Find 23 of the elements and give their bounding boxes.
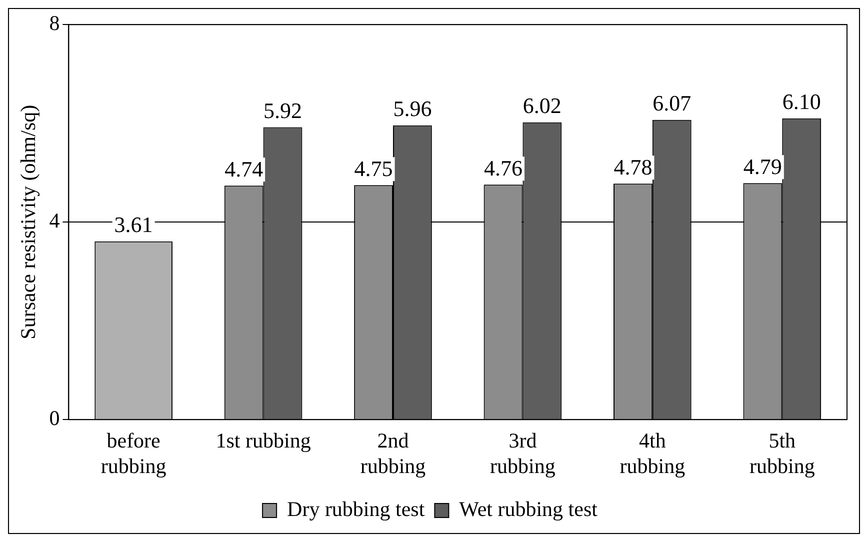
text: 5.96 — [393, 96, 432, 122]
x-tick-label: 2nd rubbing — [360, 428, 426, 478]
text: 4.74 — [224, 156, 264, 182]
text: 6.10 — [782, 89, 821, 114]
x-tick-label: 5th rubbing — [749, 428, 816, 478]
text: 4.75 — [354, 156, 393, 181]
text: 5.92 — [263, 98, 302, 124]
text: 3.61 — [114, 212, 153, 238]
x-tick-label: 3rd rubbing — [490, 428, 556, 478]
y-axis-title: Sursace resistivity (ohm/sq) — [16, 104, 40, 340]
x-tick-label: before rubbing — [100, 428, 167, 478]
text: 6.02 — [522, 93, 562, 118]
text: 4.79 — [743, 154, 782, 179]
text: 6.07 — [652, 90, 692, 116]
x-tick-label: 4th rubbing — [620, 428, 686, 478]
legend-label: Wet rubbing test — [459, 497, 598, 522]
y-tick-label: 8 — [49, 11, 60, 36]
y-tick-label: 0 — [49, 406, 60, 430]
y-tick-label: 4 — [49, 208, 60, 233]
text: 4.76 — [484, 155, 522, 180]
legend-label: Dry rubbing test — [287, 497, 425, 522]
text: 4.78 — [614, 154, 652, 180]
x-tick-label: 1st rubbing — [216, 428, 312, 453]
